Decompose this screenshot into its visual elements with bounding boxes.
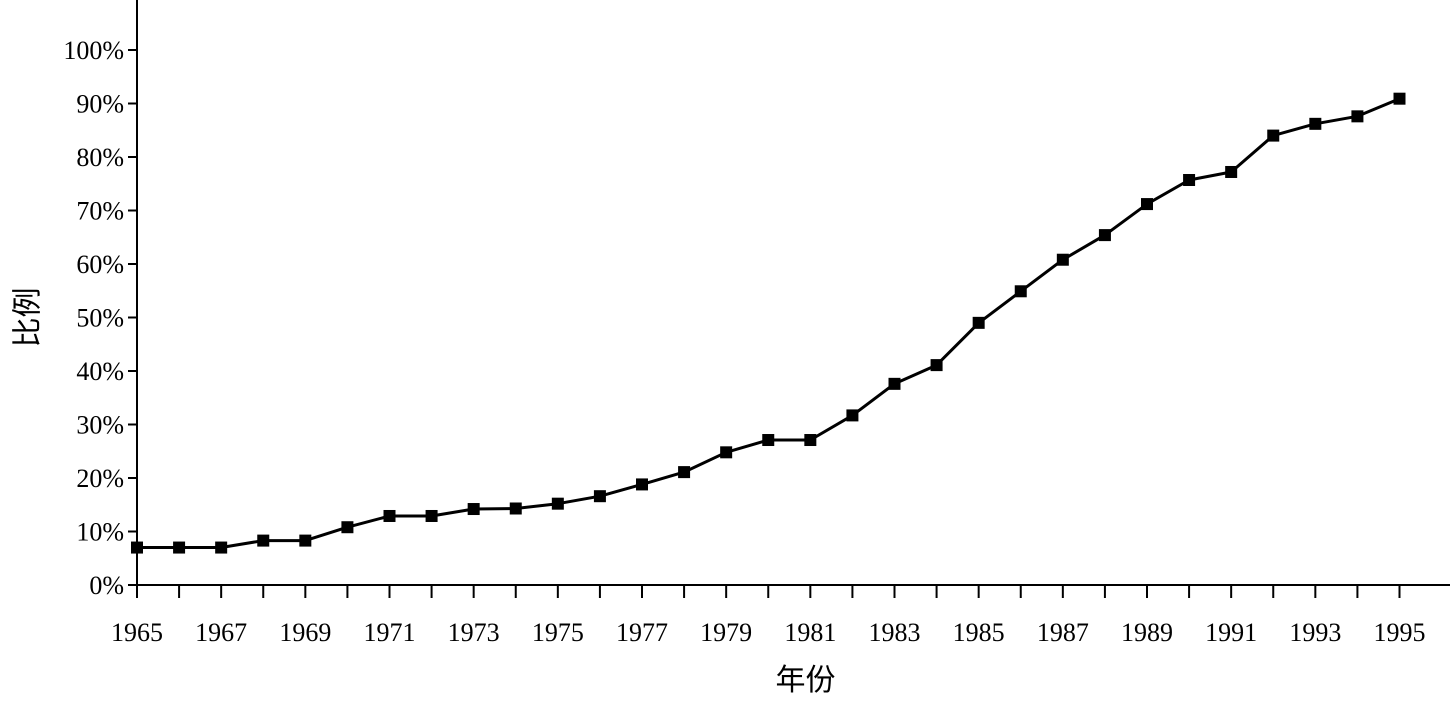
data-point-marker [299,534,312,547]
y-tick-label: 40% [76,357,124,386]
data-point-marker [1393,92,1406,105]
data-point-marker [1098,229,1111,242]
x-tick-label: 1973 [448,618,500,647]
x-axis-title: 年份 [776,664,836,697]
data-point-marker [509,502,522,515]
y-tick-label: 30% [76,411,124,440]
data-point-marker [1141,198,1153,211]
data-point-marker [425,509,438,522]
data-point-marker [257,534,270,547]
x-tick-label: 1987 [1037,618,1089,647]
x-tick-label: 1979 [700,618,752,647]
x-tick-label: 1993 [1289,618,1341,647]
data-point-marker [972,316,985,329]
series [131,92,1406,554]
data-point-marker [1225,165,1238,178]
y-tick-label: 10% [76,518,124,547]
data-point-marker [1351,110,1364,123]
y-tick-label: 60% [76,250,124,279]
x-ticks: 1965 1967 1969 1971 1973 1975 1977 1979 1981 1983… [111,585,1426,647]
data-point-marker [636,478,648,491]
x-tick-label: 1989 [1121,618,1173,647]
data-point-marker [1267,129,1280,142]
data-point-marker [341,521,354,534]
y-tick-label: 0% [89,571,124,600]
y-tick-label: 20% [76,464,124,493]
data-point-marker [1309,117,1322,130]
x-tick-label: 1977 [616,618,668,647]
data-point-marker [215,541,228,554]
data-point-marker [131,541,143,554]
data-point-marker [1014,285,1027,298]
data-point-marker [930,359,943,372]
data-point-marker [551,497,564,510]
data-point-marker [804,434,817,447]
data-point-marker [1056,253,1069,266]
x-tick-label: 1985 [953,618,1005,647]
y-tick-label: 80% [76,143,124,172]
x-tick-label: 1971 [364,618,416,647]
y-ticks: 0% 10% 20% 30% 40% 50% 60% 70% 80% 90% 100% [63,36,137,600]
x-tick-label: 1975 [532,618,584,647]
x-tick-label: 1969 [279,618,331,647]
data-point-marker [720,446,733,459]
data-point-marker [1183,174,1196,187]
x-tick-label: 1981 [784,618,836,647]
markers [131,92,1406,554]
y-tick-label: 90% [76,90,124,119]
data-point-marker [762,434,775,447]
data-point-marker [678,466,691,479]
y-axis-title: 比例 [12,288,45,348]
data-point-marker [846,409,859,422]
data-point-marker [467,503,480,516]
series-line [137,97,1401,549]
data-point-marker [593,490,606,503]
axes [136,0,1450,586]
y-tick-label: 70% [76,197,124,226]
data-point-marker [888,377,901,390]
data-point-marker [173,541,186,554]
x-tick-label: 1983 [869,618,921,647]
x-tick-label: 1967 [195,618,247,647]
data-point-marker [383,509,396,522]
x-tick-label: 1991 [1205,618,1257,647]
y-tick-label: 100% [63,36,124,65]
x-tick-label: 1995 [1374,618,1426,647]
y-tick-label: 50% [76,304,124,333]
x-tick-label: 1965 [111,618,163,647]
